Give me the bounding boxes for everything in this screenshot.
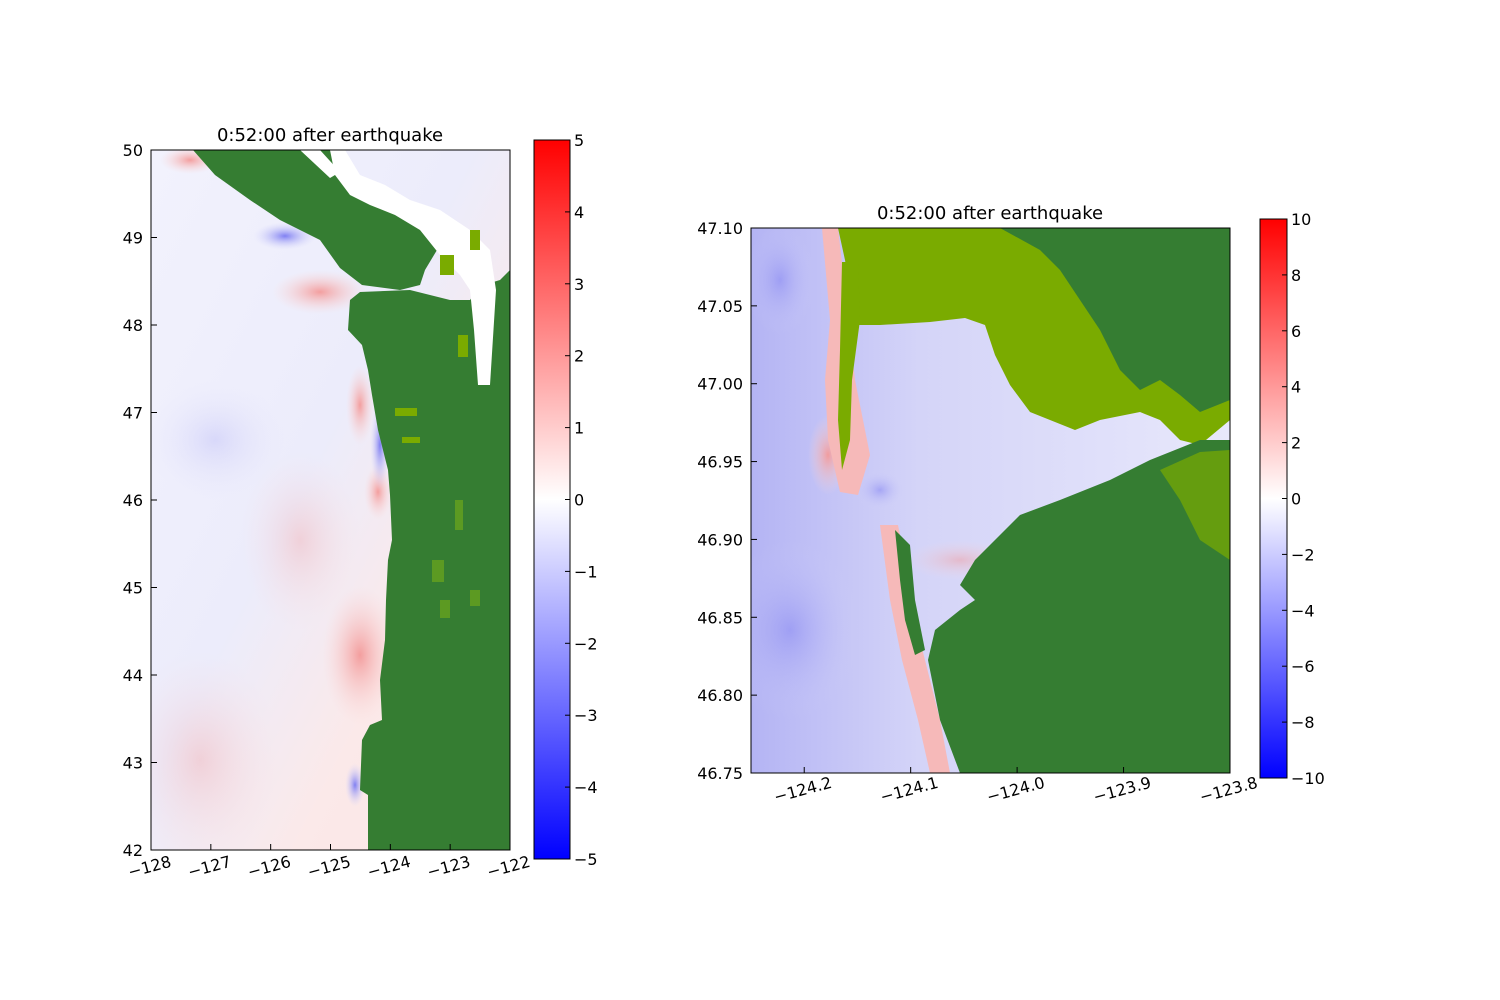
y-tick-label: 47 <box>123 404 143 423</box>
y-tick-label: 46.85 <box>697 608 743 627</box>
colorbar-tick-label: −4 <box>1291 601 1315 620</box>
colorbar-left-axis: −5 −4 −3 −2 −1 0 1 2 3 4 5 <box>565 131 598 869</box>
colorbar-tick-label: 1 <box>574 419 584 438</box>
heatmap-right <box>751 228 1230 773</box>
y-tick-label: 42 <box>123 841 143 860</box>
y-tick-label: 48 <box>123 316 143 335</box>
y-tick-label: 46.95 <box>697 453 743 472</box>
colorbar-tick-label: −2 <box>1291 545 1315 564</box>
x-tick-label: −126 <box>246 852 293 882</box>
negative-anomaly <box>751 540 860 720</box>
y-tick-label: 47.00 <box>697 375 743 394</box>
land-north-hills <box>1000 228 1230 412</box>
highland <box>470 230 480 250</box>
colorbar-tick-label: −6 <box>1291 657 1315 676</box>
highland <box>402 437 420 443</box>
highland <box>440 255 454 275</box>
negative-anomaly <box>345 763 365 807</box>
colorbar-tick-label: 4 <box>574 203 584 222</box>
colorbar-tick-label: −3 <box>574 706 598 725</box>
x-tick-label: −124.0 <box>985 773 1047 807</box>
land-mainland <box>348 150 510 850</box>
y-tick-label: 46 <box>123 491 143 510</box>
colorbar-tick-label: −5 <box>574 850 598 869</box>
colorbar-tick-label: 4 <box>1291 378 1301 397</box>
highland <box>455 500 463 530</box>
x-tick-label: −123.9 <box>1091 773 1153 807</box>
colorbar-tick-label: −2 <box>574 634 598 653</box>
land-vancouver-island <box>193 150 440 290</box>
x-tick-label: −124.2 <box>772 773 834 807</box>
positive-anomaly <box>322 585 398 725</box>
land-spit-north <box>838 262 860 470</box>
y-tick-label: 46.75 <box>697 764 743 783</box>
panel-left-title: 0:52:00 after earthquake <box>217 125 443 146</box>
map-panel-right: 0:52:00 after earthquake −124.2 −124.1 −12… <box>697 203 1325 807</box>
axes-frame-right <box>750 227 1231 774</box>
land-south-shore <box>928 440 1230 773</box>
y-axis-left: 42 43 44 45 46 47 48 49 50 <box>123 141 157 860</box>
positive-anomaly <box>272 270 368 314</box>
highland <box>395 408 417 416</box>
negative-anomaly <box>151 380 285 500</box>
colorbar-left <box>533 139 571 860</box>
highland <box>458 335 468 357</box>
y-tick-label: 45 <box>123 579 143 598</box>
colorbar-tick-label: 2 <box>1291 434 1301 453</box>
highland <box>432 560 444 582</box>
y-tick-label: 44 <box>123 666 143 685</box>
dry-channel <box>330 150 496 385</box>
x-tick-label: −122 <box>485 852 532 882</box>
colorbar-tick-label: 10 <box>1291 210 1311 229</box>
negative-anomaly <box>751 228 815 335</box>
heatmap-left <box>151 150 510 850</box>
x-tick-label: −123 <box>425 852 472 882</box>
positive-anomaly <box>151 650 280 850</box>
colorbar-tick-label: 3 <box>574 275 584 294</box>
highland <box>440 600 450 618</box>
colorbar-tick-label: 0 <box>574 491 584 510</box>
positive-anomaly <box>240 450 360 630</box>
y-tick-label: 50 <box>123 141 143 160</box>
y-axis-right: 46.75 46.80 46.85 46.90 46.95 47.00 47.05 47.10 <box>697 219 757 783</box>
x-tick-label: −125 <box>305 852 352 882</box>
land-spit-south <box>895 530 925 655</box>
negative-anomaly <box>855 470 905 510</box>
colorbar-tick-label: 5 <box>574 131 584 150</box>
colorbar-tick-label: 8 <box>1291 266 1301 285</box>
land-south-ridges <box>1160 450 1230 560</box>
map-panel-left: 0:52:00 after earthquake <box>123 125 598 882</box>
colorbar-tick-label: 2 <box>574 347 584 366</box>
y-tick-label: 49 <box>123 229 143 248</box>
colorbar-tick-label: −4 <box>574 778 598 797</box>
colorbar-tick-label: −8 <box>1291 713 1315 732</box>
x-tick-label: −124 <box>365 852 412 882</box>
x-tick-label: −123.8 <box>1198 773 1260 807</box>
colorbar-tick-label: −1 <box>574 562 598 581</box>
y-tick-label: 43 <box>123 754 143 773</box>
colorbar-tick-label: 6 <box>1291 322 1301 341</box>
panel-right-title: 0:52:00 after earthquake <box>877 203 1103 224</box>
y-tick-label: 47.10 <box>697 219 743 238</box>
dry-channel <box>300 150 340 178</box>
y-tick-label: 46.90 <box>697 530 743 549</box>
y-tick-label: 47.05 <box>697 297 743 316</box>
highland <box>470 590 480 606</box>
x-tick-label: −124.1 <box>878 773 940 807</box>
positive-anomaly <box>346 365 374 445</box>
y-tick-label: 46.80 <box>697 686 743 705</box>
x-tick-label: −127 <box>186 852 233 882</box>
colorbar-right-axis: −10 −8 −6 −4 −2 0 2 4 6 8 10 <box>1282 210 1325 788</box>
colorbar-tick-label: −10 <box>1291 769 1325 788</box>
colorbar-tick-label: 0 <box>1291 490 1301 509</box>
